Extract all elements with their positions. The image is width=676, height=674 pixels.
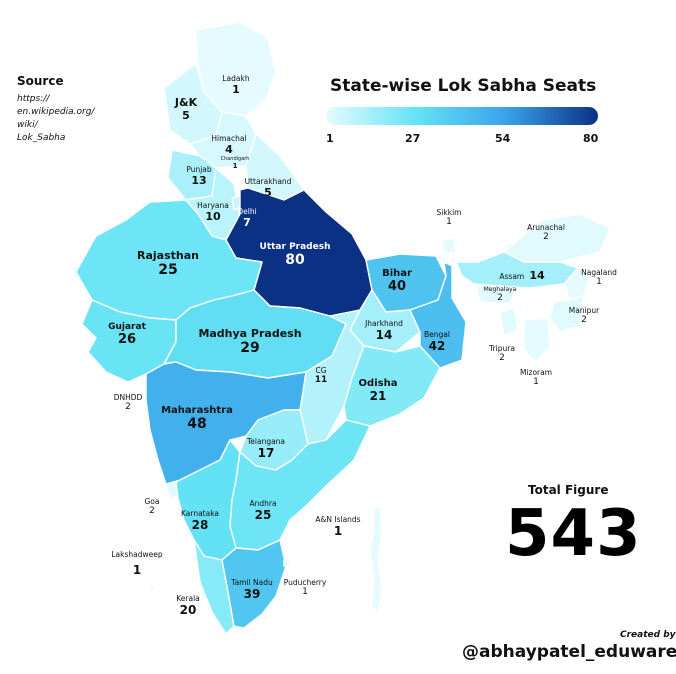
state-nagaland [563,267,591,301]
region-label: Jharkhand 14 [365,319,403,342]
region-label: Arunachal 2 [527,223,565,242]
region-label: Bengal 42 [424,330,450,353]
state-ladakh [195,21,277,117]
state-tripura [499,307,519,337]
source-title: Source [17,74,64,88]
region-label: Manipur 2 [568,306,600,325]
region-label: Kerala 20 [176,594,200,617]
region-label: A&N Islands 1 [315,515,361,538]
region-label: Andhra 25 [249,499,277,522]
region-label: Telangana 17 [246,437,286,460]
created-by-label: Created by [620,630,676,640]
total-figure-value: 543 [505,497,642,571]
legend-tick-54: 54 [495,132,511,145]
source-url-line-2: en.wikipedia.org/ [17,107,95,117]
state-sikkim [441,237,457,255]
region-label: Sikkim 1 [436,208,462,227]
source-url-line-1: https:// [17,94,50,104]
state-odisha [343,345,441,427]
region-label: DNHDD 2 [113,393,143,412]
legend-tick-27: 27 [405,132,421,145]
region-label: Mizoram 1 [519,368,553,387]
region-label: Ladakh 1 [222,74,250,96]
region-label: Uttar Pradesh 80 [259,242,331,268]
state-meghalaya [475,285,517,305]
region-label: Himachal 4 [211,134,247,156]
region-label: J&K 5 [174,96,198,122]
region-label: Tripura 2 [489,344,515,363]
state-andhra [229,419,371,551]
region-label: Karnataka 28 [180,509,220,532]
region-label: Chandigarh 1 [220,156,250,170]
region-label: Meghalaya 2 [483,286,517,303]
region-label: Rajasthan 25 [137,249,199,278]
source-url-line-3: wiki/ [17,120,38,130]
region-label: Bihar 40 [382,268,412,294]
total-figure-label: Total Figure [528,483,609,497]
state-puducherry [283,559,291,567]
region-label: Punjab 13 [186,165,212,187]
source-url-line-4: Lok_Sabha [17,133,66,143]
state-bengal [409,261,467,369]
legend-tick-max: 80 [583,132,599,145]
state-lakshadweep [149,583,156,591]
region-label: Lakshadweep 1 [111,550,163,577]
region-label: Odisha 21 [358,378,398,403]
color-scale-legend [326,107,598,125]
region-label: Madhya Pradesh 29 [198,327,302,356]
region-label: Assam 14 [499,269,545,282]
region-label: Goa 2 [144,497,160,516]
map-title: State-wise Lok Sabha Seats [330,76,597,96]
state-mizoram [523,317,551,363]
region-label: CG 11 [314,366,328,385]
creator-handle: @abhaypatel_eduware [462,642,676,662]
region-label: Maharashtra 48 [161,405,233,432]
state-an-islands [369,505,383,613]
state-tamilnadu [221,539,287,629]
region-label: Tamil Nadu 39 [231,578,273,601]
region-label: Delhi 7 [237,207,257,229]
region-label: Nagaland 1 [581,268,617,287]
region-label: Haryana 10 [197,201,229,223]
region-label: Gujarat 26 [108,322,146,347]
map-states [75,21,611,635]
legend-tick-min: 1 [326,132,334,145]
region-label: Puducherry 1 [283,578,327,597]
state-manipur [549,295,585,333]
region-label: Uttarakhand 5 [244,177,292,199]
